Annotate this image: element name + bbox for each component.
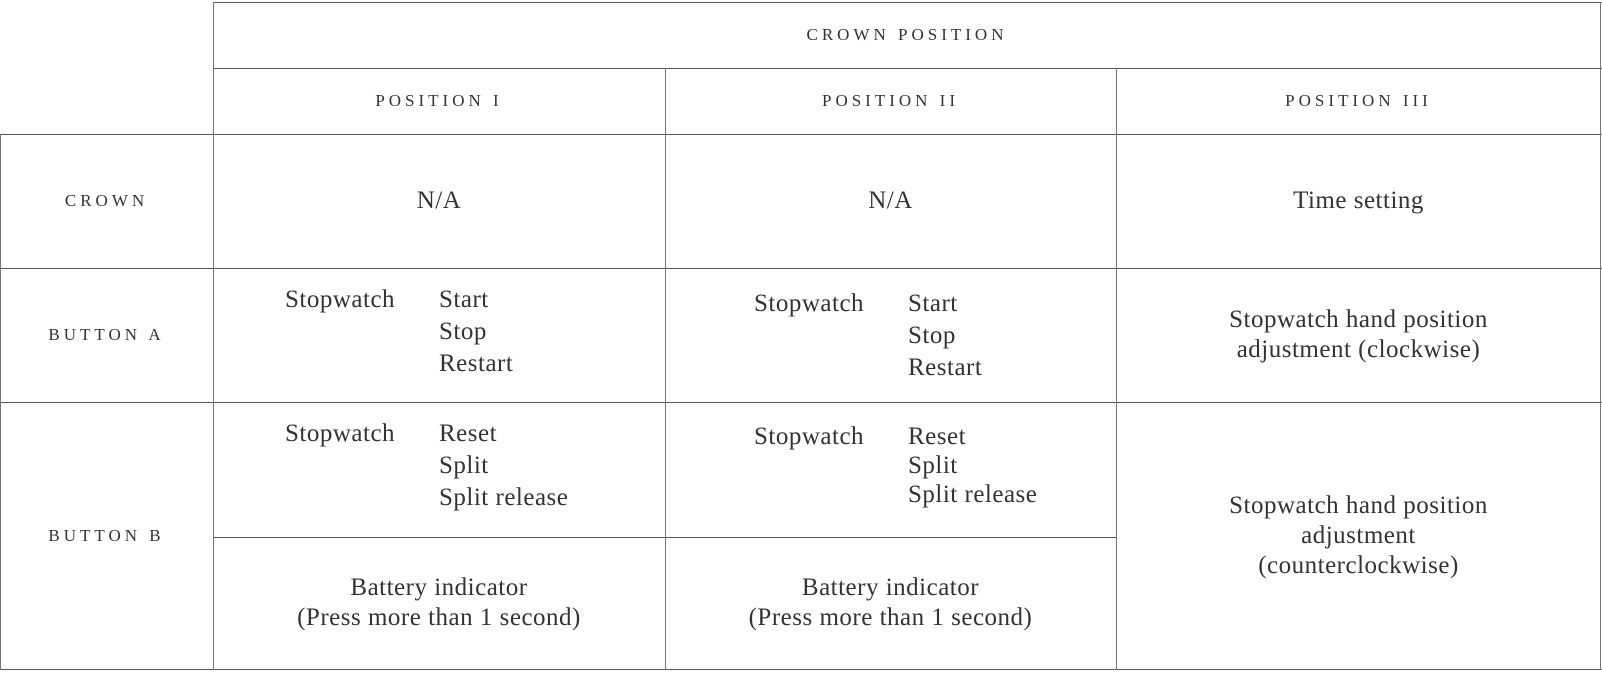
crown-p1: N/A: [416, 187, 462, 214]
line: adjustment: [1301, 521, 1416, 549]
action: Split release: [908, 481, 1038, 508]
position-2-header: POSITION II: [821, 91, 960, 110]
crown-position-header: CROWN POSITION: [806, 25, 1008, 44]
button-b-p2: Stopwatch Reset Split Split release: [754, 422, 1037, 509]
line: (Press more than 1 second): [297, 604, 581, 631]
row-label-button-b: BUTTON B: [48, 525, 165, 545]
action: Reset: [908, 423, 967, 450]
stopwatch-label: Stopwatch: [754, 423, 865, 450]
border: [1116, 68, 1117, 670]
row-label-crown: CROWN: [64, 191, 149, 210]
action: Start: [908, 290, 958, 317]
border: [213, 68, 1602, 69]
button-b-long-p1: Battery indicator (Press more than 1 seco…: [213, 537, 665, 669]
stopwatch-label: Stopwatch: [754, 290, 865, 317]
border: [0, 268, 1602, 269]
button-a-p3: Stopwatch hand position adjustment (clock…: [1116, 268, 1601, 402]
action: Stop: [439, 318, 487, 345]
border: [213, 2, 1602, 3]
action: Restart: [908, 354, 983, 381]
row-label-button-a: BUTTON A: [48, 325, 165, 344]
button-b-p1: Stopwatch Reset Split Split release: [285, 418, 568, 514]
position-1-header: POSITION I: [375, 91, 503, 110]
stopwatch-label: Stopwatch: [285, 420, 396, 447]
border: [213, 537, 1116, 538]
line: (Press more than 1 second): [748, 604, 1033, 631]
stopwatch-label: Stopwatch: [285, 286, 396, 313]
button-a-p2: Stopwatch Start Stop Restart: [754, 288, 982, 384]
line: Battery indicator: [350, 574, 528, 601]
action: Start: [439, 286, 489, 313]
action: Reset: [439, 420, 498, 447]
action: Split release: [439, 484, 569, 511]
button-b-long-p2: Battery indicator (Press more than 1 seco…: [665, 537, 1116, 669]
border: [0, 669, 1602, 670]
crown-p2: N/A: [868, 187, 913, 214]
border: [0, 402, 1602, 403]
border: [1600, 2, 1601, 670]
action: Split: [439, 452, 489, 479]
line: Stopwatch hand position: [1229, 491, 1488, 519]
button-b-p3: Stopwatch hand position adjustment (counte…: [1116, 402, 1601, 669]
action: Stop: [908, 322, 956, 349]
action: Split: [908, 452, 958, 479]
action: Restart: [439, 350, 514, 377]
border: [0, 134, 1602, 135]
line: Stopwatch hand position: [1229, 306, 1488, 333]
line: (counterclockwise): [1258, 551, 1459, 579]
line: Battery indicator: [801, 574, 980, 601]
crown-p3: Time setting: [1293, 187, 1424, 214]
border: [665, 68, 666, 670]
border: [213, 2, 214, 670]
button-a-p1: Stopwatch Start Stop Restart: [285, 284, 513, 380]
position-3-header: POSITION III: [1285, 91, 1432, 110]
border: [0, 134, 1, 670]
line: adjustment (clockwise): [1236, 336, 1481, 363]
